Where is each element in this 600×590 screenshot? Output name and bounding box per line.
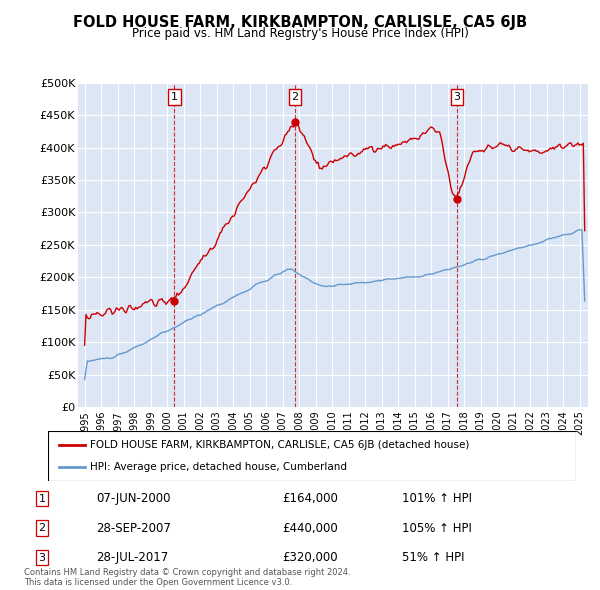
Text: 28-SEP-2007: 28-SEP-2007 bbox=[96, 522, 171, 535]
Text: 3: 3 bbox=[38, 553, 46, 562]
Text: 1: 1 bbox=[38, 494, 46, 503]
Text: £164,000: £164,000 bbox=[282, 492, 338, 505]
Text: 3: 3 bbox=[454, 92, 461, 102]
Text: 07-JUN-2000: 07-JUN-2000 bbox=[96, 492, 170, 505]
Text: FOLD HOUSE FARM, KIRKBAMPTON, CARLISLE, CA5 6JB: FOLD HOUSE FARM, KIRKBAMPTON, CARLISLE, … bbox=[73, 15, 527, 30]
Text: £440,000: £440,000 bbox=[282, 522, 338, 535]
Text: 2: 2 bbox=[38, 523, 46, 533]
Text: 51% ↑ HPI: 51% ↑ HPI bbox=[402, 551, 464, 564]
Text: 2: 2 bbox=[292, 92, 299, 102]
Text: FOLD HOUSE FARM, KIRKBAMPTON, CARLISLE, CA5 6JB (detached house): FOLD HOUSE FARM, KIRKBAMPTON, CARLISLE, … bbox=[90, 440, 470, 450]
Text: 105% ↑ HPI: 105% ↑ HPI bbox=[402, 522, 472, 535]
Text: £320,000: £320,000 bbox=[282, 551, 338, 564]
Text: 101% ↑ HPI: 101% ↑ HPI bbox=[402, 492, 472, 505]
Text: 28-JUL-2017: 28-JUL-2017 bbox=[96, 551, 168, 564]
Text: Price paid vs. HM Land Registry's House Price Index (HPI): Price paid vs. HM Land Registry's House … bbox=[131, 27, 469, 40]
Text: Contains HM Land Registry data © Crown copyright and database right 2024.
This d: Contains HM Land Registry data © Crown c… bbox=[24, 568, 350, 587]
Text: HPI: Average price, detached house, Cumberland: HPI: Average price, detached house, Cumb… bbox=[90, 462, 347, 472]
Text: 1: 1 bbox=[171, 92, 178, 102]
